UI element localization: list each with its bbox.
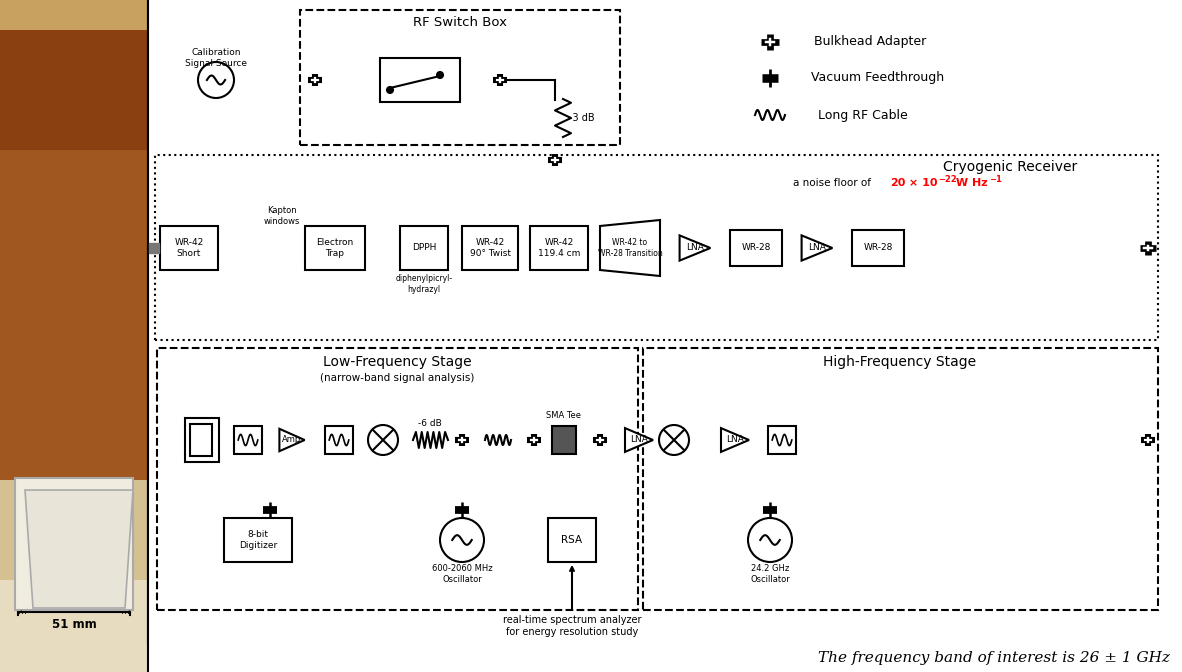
Text: LNA: LNA <box>808 243 826 253</box>
Text: −22: −22 <box>939 175 956 183</box>
Circle shape <box>440 518 483 562</box>
Text: -6 dB: -6 dB <box>418 419 442 429</box>
Bar <box>15 478 134 610</box>
Text: WR-42 to
WR-28 Transition: WR-42 to WR-28 Transition <box>598 239 662 257</box>
Text: RSA: RSA <box>561 535 583 545</box>
Text: RF Switch Box: RF Switch Box <box>413 15 507 28</box>
Bar <box>730 230 782 266</box>
Bar <box>149 243 160 253</box>
Polygon shape <box>279 429 305 451</box>
Bar <box>155 155 1158 340</box>
Text: −1: −1 <box>989 175 1002 183</box>
Bar <box>548 518 596 562</box>
Polygon shape <box>600 220 660 276</box>
Bar <box>400 226 448 270</box>
Circle shape <box>437 72 443 78</box>
Polygon shape <box>721 428 749 452</box>
Bar <box>225 518 292 562</box>
Text: WR-28: WR-28 <box>741 243 771 253</box>
Text: Cryogenic Receiver: Cryogenic Receiver <box>943 160 1077 174</box>
Text: ·: · <box>126 607 129 616</box>
Polygon shape <box>680 235 710 261</box>
Text: Low-Frequency Stage: Low-Frequency Stage <box>323 355 472 369</box>
Bar <box>462 226 518 270</box>
Text: Long RF Cable: Long RF Cable <box>818 108 908 122</box>
Text: 600-2060 MHz
Oscillator: 600-2060 MHz Oscillator <box>431 564 493 584</box>
Text: 24.2 GHz
Oscillator: 24.2 GHz Oscillator <box>751 564 790 584</box>
Polygon shape <box>801 235 832 261</box>
Text: WR-42
Short: WR-42 Short <box>175 239 203 257</box>
Bar <box>0 480 148 580</box>
Text: Bulkhead Adapter: Bulkhead Adapter <box>814 36 927 48</box>
Circle shape <box>387 87 392 93</box>
Text: Kapton
windows: Kapton windows <box>264 206 300 226</box>
Text: DPPH: DPPH <box>411 243 436 253</box>
Circle shape <box>660 425 689 455</box>
Text: LNA: LNA <box>630 435 648 444</box>
Text: 51 mm: 51 mm <box>52 618 97 630</box>
Text: LNA: LNA <box>686 243 704 253</box>
Text: ···: ··· <box>121 609 130 619</box>
Bar <box>148 0 1182 672</box>
Bar <box>530 226 587 270</box>
Text: LNA: LNA <box>726 435 743 444</box>
Bar <box>379 58 460 102</box>
Circle shape <box>748 518 792 562</box>
Bar <box>160 226 217 270</box>
Bar <box>643 348 1158 610</box>
Bar <box>305 226 365 270</box>
Text: diphenylpicryl-
hydrazyl: diphenylpicryl- hydrazyl <box>396 274 453 294</box>
Bar <box>0 30 148 150</box>
Text: Vacuum Feedthrough: Vacuum Feedthrough <box>811 71 944 85</box>
Text: The frequency band of interest is 26 ± 1 GHz: The frequency band of interest is 26 ± 1… <box>818 651 1170 665</box>
Text: × 10: × 10 <box>905 178 937 188</box>
Bar <box>148 0 1182 672</box>
Text: ·: · <box>19 607 21 616</box>
Bar <box>186 418 219 462</box>
Text: Electron
Trap: Electron Trap <box>317 239 353 257</box>
Circle shape <box>199 62 234 98</box>
Text: 8-bit
Digitizer: 8-bit Digitizer <box>239 530 277 550</box>
Bar <box>0 0 148 480</box>
Bar <box>157 348 638 610</box>
Text: 20: 20 <box>890 178 905 188</box>
Polygon shape <box>625 428 652 452</box>
Text: Calibration
Signal Source: Calibration Signal Source <box>186 48 247 68</box>
Bar <box>190 424 212 456</box>
Text: a noise floor of: a noise floor of <box>793 178 875 188</box>
Text: (narrow-band signal analysis): (narrow-band signal analysis) <box>320 373 474 383</box>
Text: W Hz: W Hz <box>952 178 988 188</box>
Text: Amp: Amp <box>282 435 301 444</box>
Bar <box>852 230 904 266</box>
Bar <box>234 426 262 454</box>
Polygon shape <box>25 490 134 608</box>
Text: SMA Tee: SMA Tee <box>546 411 582 421</box>
Bar <box>300 10 621 145</box>
Bar <box>325 426 353 454</box>
Circle shape <box>368 425 398 455</box>
Text: High-Frequency Stage: High-Frequency Stage <box>824 355 976 369</box>
Bar <box>0 0 148 30</box>
Text: WR-42
119.4 cm: WR-42 119.4 cm <box>538 239 580 257</box>
Text: WR-28: WR-28 <box>863 243 892 253</box>
Text: -3 dB: -3 dB <box>570 113 595 123</box>
Bar <box>0 580 148 672</box>
Text: WR-42
90° Twist: WR-42 90° Twist <box>469 239 511 257</box>
Bar <box>552 426 576 454</box>
Text: ···: ··· <box>18 609 27 619</box>
Text: real-time spectrum analyzer
for energy resolution study: real-time spectrum analyzer for energy r… <box>502 567 642 637</box>
Bar <box>768 426 795 454</box>
